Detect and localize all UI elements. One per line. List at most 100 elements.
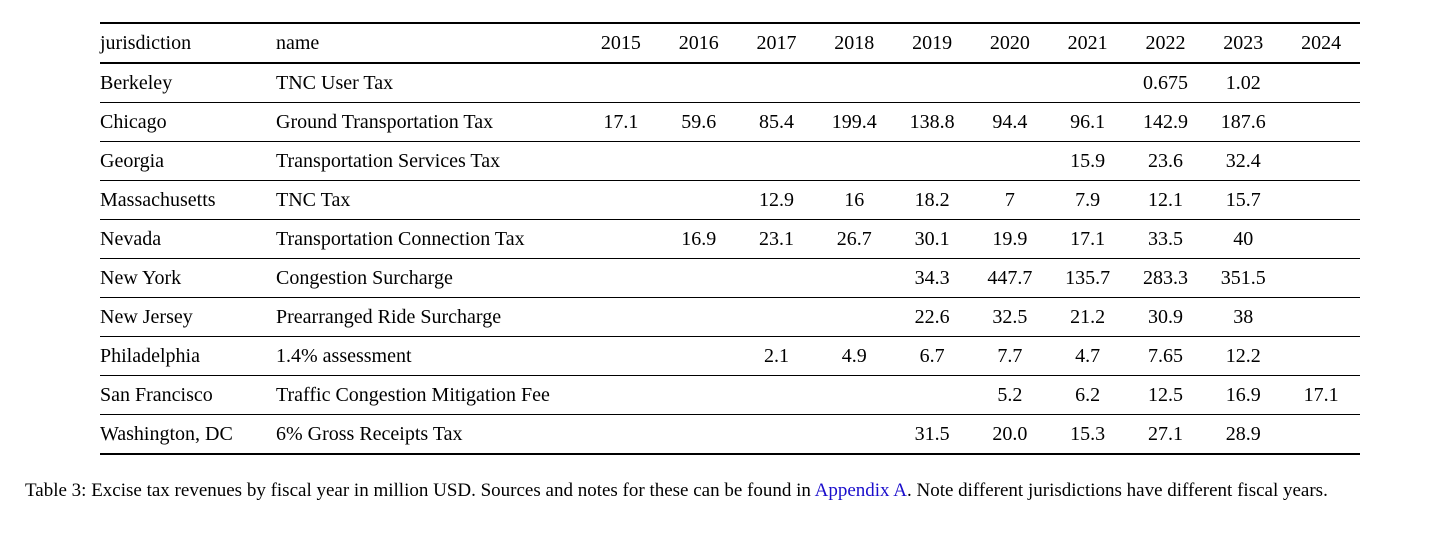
- revenue-cell: 351.5: [1220, 267, 1266, 289]
- table-row: San Francisco Traffic Congestion Mitigati…: [100, 376, 1360, 415]
- revenue-cell: [1282, 415, 1360, 455]
- table-row: New York Congestion Surcharge 34.3 447.7 135…: [100, 259, 1360, 298]
- column-header: 2018: [834, 32, 875, 54]
- revenue-cell: 23.6: [1147, 150, 1183, 172]
- column-header: 2023: [1223, 32, 1264, 54]
- revenue-cell: 2.1: [763, 345, 789, 367]
- revenue-cell: 18.2: [914, 189, 950, 211]
- revenue-cell: 17.1: [1303, 384, 1339, 406]
- tax-name-cell: Ground Transportation Tax: [276, 111, 494, 133]
- appendix-link[interactable]: Appendix A: [814, 480, 907, 501]
- revenue-cell: [660, 142, 738, 181]
- column-header: name: [276, 32, 320, 54]
- revenue-cell: [815, 63, 893, 103]
- jurisdiction-cell: Philadelphia: [100, 345, 200, 367]
- jurisdiction-cell: San Francisco: [100, 384, 213, 406]
- revenue-cell: 85.4: [758, 111, 794, 133]
- revenue-cell: [582, 220, 660, 259]
- revenue-cell: 7.9: [1075, 189, 1101, 211]
- tax-name-cell: Traffic Congestion Mitigation Fee: [276, 384, 550, 406]
- tax-name-cell: Congestion Surcharge: [276, 267, 453, 289]
- column-header: 2020: [989, 32, 1030, 54]
- header-row: jurisdiction name 2015 2016 2017 2018 2019 2020…: [100, 23, 1360, 63]
- excise-tax-table-container: jurisdiction name 2015 2016 2017 2018 2019 2020…: [100, 22, 1360, 455]
- revenue-cell: [660, 298, 738, 337]
- table-row: Chicago Ground Transportation Tax 17.1 59.6…: [100, 103, 1360, 142]
- revenue-cell: [1282, 298, 1360, 337]
- column-header: 2015: [600, 32, 641, 54]
- revenue-cell: 1.02: [1225, 72, 1261, 94]
- column-header: jurisdiction: [100, 32, 192, 54]
- tax-name-cell: Transportation Connection Tax: [276, 228, 525, 250]
- tax-name-cell: TNC User Tax: [276, 72, 394, 94]
- revenue-cell: 6.2: [1075, 384, 1101, 406]
- revenue-cell: 23.1: [758, 228, 794, 250]
- table-row: Georgia Transportation Services Tax 15.9 23…: [100, 142, 1360, 181]
- column-header: 2022: [1145, 32, 1186, 54]
- revenue-cell: 283.3: [1142, 267, 1188, 289]
- caption-suffix: . Note different jurisdictions have diff…: [906, 480, 1328, 501]
- revenue-cell: 17.1: [603, 111, 639, 133]
- revenue-cell: [738, 63, 816, 103]
- revenue-cell: [893, 63, 971, 103]
- revenue-cell: [738, 376, 816, 415]
- revenue-cell: [815, 259, 893, 298]
- table-row: Washington, DC 6% Gross Receipts Tax 31.5 2…: [100, 415, 1360, 455]
- revenue-cell: 15.9: [1070, 150, 1106, 172]
- revenue-cell: 94.4: [992, 111, 1028, 133]
- revenue-cell: 38: [1233, 306, 1254, 328]
- revenue-cell: [582, 415, 660, 455]
- revenue-cell: [1282, 181, 1360, 220]
- revenue-cell: 31.5: [914, 423, 950, 445]
- revenue-cell: [582, 298, 660, 337]
- revenue-cell: 32.5: [992, 306, 1028, 328]
- revenue-cell: [815, 142, 893, 181]
- revenue-cell: [738, 415, 816, 455]
- revenue-cell: 16.9: [1225, 384, 1261, 406]
- revenue-cell: 16: [844, 189, 865, 211]
- revenue-cell: [738, 298, 816, 337]
- tax-name-cell: Prearranged Ride Surcharge: [276, 306, 502, 328]
- revenue-cell: 30.9: [1147, 306, 1183, 328]
- revenue-cell: 21.2: [1070, 306, 1106, 328]
- revenue-cell: [660, 337, 738, 376]
- revenue-cell: [971, 142, 1049, 181]
- revenue-cell: [738, 142, 816, 181]
- revenue-cell: 0.675: [1142, 72, 1188, 94]
- revenue-cell: 15.3: [1070, 423, 1106, 445]
- table-row: Philadelphia 1.4% assessment 2.1 4.9 6.7 7.7 4…: [100, 337, 1360, 376]
- column-header: 2024: [1301, 32, 1342, 54]
- revenue-cell: [1049, 63, 1127, 103]
- revenue-cell: [893, 376, 971, 415]
- revenue-cell: 447.7: [987, 267, 1033, 289]
- revenue-cell: 20.0: [992, 423, 1028, 445]
- revenue-cell: 7.65: [1147, 345, 1183, 367]
- jurisdiction-cell: Washington, DC: [100, 423, 233, 445]
- revenue-cell: 199.4: [831, 111, 877, 133]
- table-body: Berkeley TNC User Tax 0.675 1.02 Chicago Grou…: [100, 63, 1360, 454]
- revenue-cell: [815, 415, 893, 455]
- revenue-cell: 4.7: [1075, 345, 1101, 367]
- revenue-cell: [660, 259, 738, 298]
- excise-tax-table: jurisdiction name 2015 2016 2017 2018 2019 2020…: [100, 22, 1360, 455]
- column-header: 2017: [756, 32, 797, 54]
- revenue-cell: 26.7: [836, 228, 872, 250]
- revenue-cell: 142.9: [1142, 111, 1188, 133]
- table-caption: Table 3: Excise tax revenues by fiscal y…: [25, 478, 1445, 504]
- revenue-cell: 19.9: [992, 228, 1028, 250]
- revenue-cell: 59.6: [681, 111, 717, 133]
- revenue-cell: 135.7: [1065, 267, 1111, 289]
- revenue-cell: [971, 63, 1049, 103]
- jurisdiction-cell: Chicago: [100, 111, 167, 133]
- revenue-cell: [582, 181, 660, 220]
- revenue-cell: [1282, 63, 1360, 103]
- tax-name-cell: 6% Gross Receipts Tax: [276, 423, 463, 445]
- jurisdiction-cell: Berkeley: [100, 72, 173, 94]
- jurisdiction-cell: Georgia: [100, 150, 165, 172]
- tax-name-cell: Transportation Services Tax: [276, 150, 501, 172]
- revenue-cell: [1282, 103, 1360, 142]
- jurisdiction-cell: Nevada: [100, 228, 162, 250]
- table-header: jurisdiction name 2015 2016 2017 2018 2019 2020…: [100, 23, 1360, 63]
- revenue-cell: 12.2: [1225, 345, 1261, 367]
- revenue-cell: [660, 181, 738, 220]
